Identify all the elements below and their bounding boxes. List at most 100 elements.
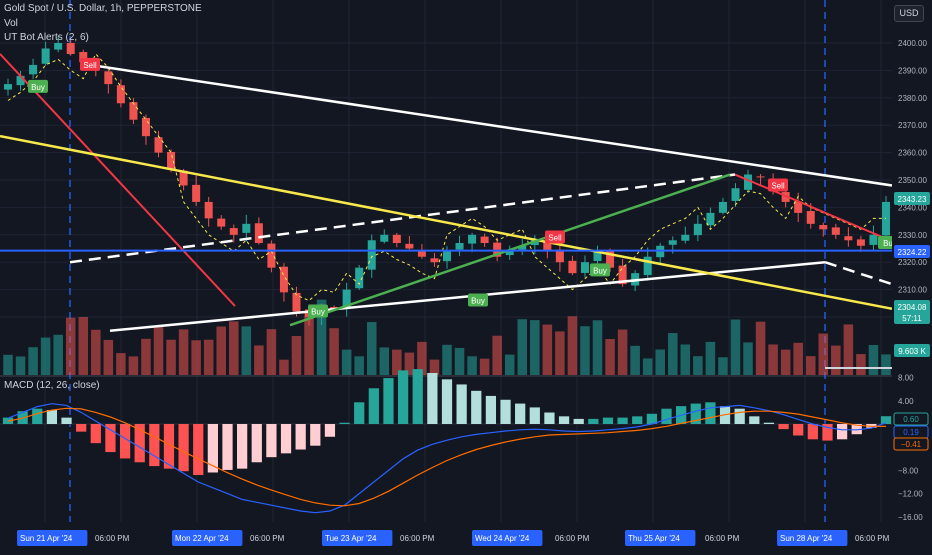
candle-body (844, 236, 853, 241)
macd-histogram-bar (32, 408, 43, 424)
price-axis-bg (892, 0, 932, 550)
candle-body (204, 201, 213, 219)
candle-body (806, 211, 815, 224)
utbot-legend[interactable]: UT Bot Alerts (2, 6) (4, 32, 89, 43)
macd-tick-label: 4.00 (898, 397, 914, 406)
volume-bar (818, 333, 829, 375)
volume-bar (580, 326, 590, 375)
candle-body (267, 243, 276, 268)
macd-histogram-bar (90, 424, 101, 444)
candle-body (869, 234, 878, 245)
macd-pane (0, 369, 892, 514)
macd-histogram-bar (544, 412, 555, 424)
candle-body (141, 117, 150, 137)
volume-bar (103, 339, 114, 375)
candle-body (417, 250, 426, 257)
volume-bar (241, 326, 252, 375)
candle-body (568, 260, 577, 274)
volume-bar (40, 337, 51, 375)
volume-bar (116, 353, 126, 375)
macd-marker-box (893, 412, 929, 426)
yellow-trendline (0, 134, 893, 311)
macd-legend[interactable]: MACD (12, 26, close) (4, 380, 100, 391)
volume-bar (291, 335, 302, 375)
price-marker-label: 57:11 (902, 314, 922, 323)
price-axis[interactable]: 2400.00 2390.00 2380.00 2370.00 2360.00 2350.… (892, 0, 932, 550)
macd-histogram-bar (851, 424, 862, 435)
white-dashed-trendline (69, 173, 736, 264)
candle-body (442, 251, 452, 262)
volume-bar (65, 317, 76, 375)
price-tick-label: 2400.00 (898, 39, 927, 48)
time-axis-bg (0, 523, 932, 550)
candle-body (505, 251, 514, 256)
symbol-legend[interactable]: Gold Spot / U.S. Dollar, 1h, PEPPERSTONE (4, 3, 202, 14)
time-axis[interactable]: Sun 21 Apr '24 06:00 PM Mon 22 Apr '24 06:0… (0, 523, 932, 550)
macd-tick-label: −12.00 (898, 490, 923, 499)
sell-signal-label: Sell (548, 234, 562, 243)
time-label: 06:00 PM (855, 534, 890, 543)
trend-drawings[interactable] (0, 53, 893, 369)
macd-histogram-bar (134, 424, 145, 463)
macd-histogram-bar (456, 384, 467, 424)
macd-histogram-bar (280, 424, 292, 454)
currency-button[interactable]: USD (894, 5, 924, 22)
volume-bar (28, 347, 38, 375)
macd-histogram-bar (105, 424, 116, 453)
candle-body (342, 289, 351, 308)
volume-bar (517, 319, 528, 375)
candle-body (292, 292, 301, 312)
time-label: Mon 22 Apr '24 (175, 534, 229, 543)
macd-tick-label: −8.00 (898, 466, 919, 475)
macd-histogram-bar (324, 424, 336, 437)
volume-bar (166, 339, 176, 375)
price-tick-label: 2390.00 (898, 66, 927, 75)
buy-signal-label: Bu (883, 239, 893, 248)
price-tick-label: 2370.00 (898, 121, 927, 130)
candle-body (16, 75, 25, 86)
volume-bar (366, 322, 377, 375)
candle-body (518, 245, 527, 250)
candle-body (392, 234, 401, 244)
macd-histogram-bar (588, 418, 599, 424)
volume-bar (668, 333, 678, 375)
candle-body (856, 239, 865, 246)
volume-bar (755, 321, 766, 375)
volume-bar (254, 345, 264, 375)
buy-signal: Buy (590, 263, 610, 277)
time-label: 06:00 PM (705, 534, 740, 543)
volume-bar (442, 344, 452, 375)
candle-body (468, 234, 477, 244)
macd-histogram-bar (207, 424, 218, 473)
volume-bar (316, 299, 327, 375)
macd-histogram-bar (383, 378, 394, 424)
volume-bar (605, 338, 615, 375)
volume-bar (530, 320, 540, 375)
volume-legend[interactable]: Vol (4, 18, 18, 29)
volume-bar (392, 349, 402, 375)
macd-histogram-bar (529, 407, 540, 424)
candle-body (330, 307, 339, 309)
price-marker-box (894, 300, 930, 313)
macd-histogram-bar (178, 424, 189, 472)
macd-histogram-bar (251, 424, 262, 463)
macd-histogram-bar (295, 424, 306, 450)
sell-signal-box (545, 230, 565, 244)
volume-bar (743, 342, 753, 375)
candle-body (154, 137, 163, 153)
candle-body (606, 250, 615, 268)
macd-histogram-bar (412, 369, 423, 424)
time-label-box (322, 530, 393, 546)
macd-histogram-bar (822, 424, 833, 441)
candle-body (380, 234, 389, 242)
sell-signal-label: Sell (771, 181, 785, 190)
candle-body (580, 262, 589, 273)
candle-body (555, 249, 564, 263)
price-tick-label: 2380.00 (898, 94, 927, 103)
time-label-box (17, 530, 88, 546)
white-dashed-trendline-ext (824, 261, 893, 286)
price-marker-label: 2343.23 (898, 195, 927, 204)
macd-histogram-bar (690, 403, 701, 424)
